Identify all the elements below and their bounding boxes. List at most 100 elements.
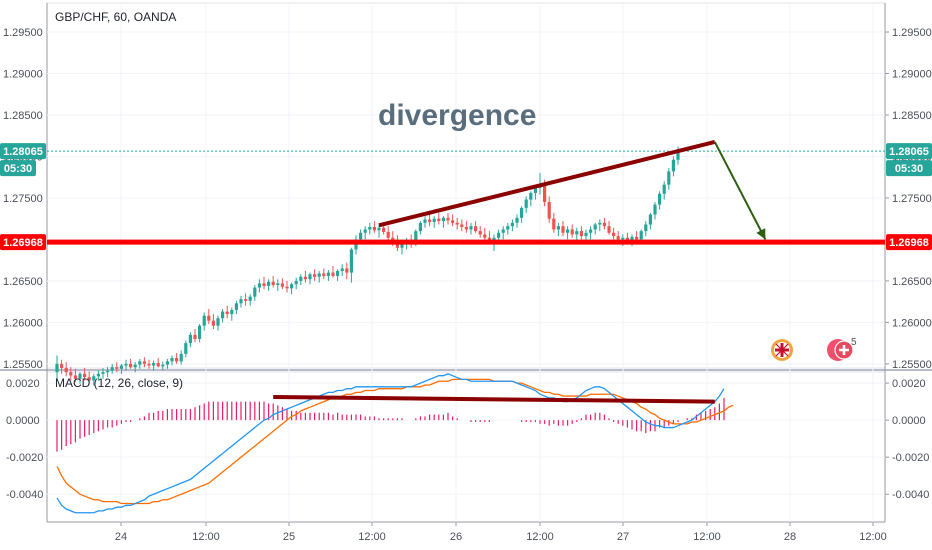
candle (248, 294, 252, 306)
candle (179, 350, 183, 365)
candle (285, 280, 289, 293)
candle (267, 279, 271, 291)
price-tick-left: 1.29500 (3, 27, 43, 39)
candle (156, 358, 160, 368)
candle-body (290, 284, 294, 289)
forecast-arrow[interactable] (713, 141, 767, 240)
candle-body (267, 281, 271, 286)
candle (455, 217, 459, 230)
candle-body (106, 370, 110, 373)
candle (667, 168, 671, 190)
candle (483, 227, 487, 242)
candle-body (115, 367, 119, 369)
ch-flag-event-icon[interactable]: 5 (827, 337, 857, 361)
candle-body (73, 375, 77, 379)
candle (78, 372, 82, 384)
candle (133, 362, 137, 373)
candle-body (648, 214, 652, 225)
candle-body (497, 232, 501, 238)
macd-signal-line (56, 378, 734, 505)
macd-tick-left: -0.0020 (6, 452, 43, 464)
candle-body (543, 185, 547, 203)
candle-body (579, 231, 583, 237)
price-pane[interactable] (46, 2, 886, 369)
candle (377, 224, 381, 238)
candle (73, 368, 77, 383)
candle-body (340, 268, 344, 271)
candle (446, 212, 450, 225)
left-support-tag-bg (0, 234, 46, 251)
candle-body (142, 361, 146, 364)
candle-body (616, 236, 620, 240)
macd-main-line (56, 373, 725, 514)
candle (451, 214, 455, 227)
candle-body (414, 231, 418, 243)
candle (575, 227, 579, 242)
macd-divergence-line[interactable] (273, 395, 715, 404)
candle-body (464, 226, 468, 230)
candle-body (478, 231, 482, 235)
candle (262, 276, 266, 290)
candle-body (317, 273, 321, 277)
candle-body (635, 236, 639, 240)
candle (313, 269, 317, 281)
divergence-trendline[interactable] (378, 140, 716, 228)
candle (299, 274, 303, 286)
candle-body (234, 303, 238, 310)
candle-body (345, 268, 349, 273)
candle (83, 368, 87, 381)
candle-body (257, 283, 261, 288)
macd-title: MACD (12, 26, close, 9) (55, 376, 183, 390)
time-tick: 12:00 (526, 531, 554, 543)
candle-body (515, 217, 519, 223)
candle (363, 226, 367, 240)
time-tick: 26 (450, 531, 462, 543)
candle-body (92, 376, 96, 381)
candle (244, 293, 248, 306)
candle-body (78, 373, 82, 379)
candle-body (437, 218, 441, 222)
price-tick-left: 1.26500 (3, 276, 43, 288)
candle (464, 221, 468, 233)
candle-body (253, 287, 257, 297)
candle-body (584, 232, 588, 237)
candle-body (64, 368, 68, 373)
right-price-tag-text: 1.28065 (889, 146, 929, 158)
candle (598, 219, 602, 232)
candle (658, 191, 662, 210)
candle (469, 222, 473, 235)
candle-body (492, 237, 496, 242)
candle-body (524, 199, 528, 208)
candle (349, 247, 353, 283)
macd-tick-left: 0.0020 (6, 378, 40, 390)
candle (294, 277, 298, 290)
candle-body (147, 363, 151, 366)
gb-flag-event-icon[interactable] (771, 339, 793, 361)
candle-body (501, 229, 505, 233)
candle-body (589, 229, 593, 233)
price-tick-right: 1.28500 (892, 110, 932, 122)
candle (175, 353, 179, 364)
candle (87, 371, 91, 383)
macd-pane[interactable] (46, 371, 886, 523)
right-price-tag-bg (886, 143, 932, 160)
candle (566, 226, 570, 240)
candle (428, 214, 432, 227)
price-tick-right: 1.29000 (892, 69, 932, 81)
candle-body (621, 237, 625, 240)
candle (96, 370, 100, 381)
candle-body (156, 363, 160, 367)
candle (188, 332, 192, 348)
candle-body (671, 159, 675, 172)
candle (561, 221, 565, 237)
price-tick-right: 1.29500 (892, 27, 932, 39)
candle (460, 219, 464, 232)
candle (612, 227, 616, 240)
candle-body (506, 226, 510, 230)
candle-body (593, 224, 597, 230)
candle (239, 295, 243, 308)
right-support-tag-text: 1.26968 (889, 237, 929, 249)
candle (60, 359, 64, 374)
candle (138, 358, 142, 369)
